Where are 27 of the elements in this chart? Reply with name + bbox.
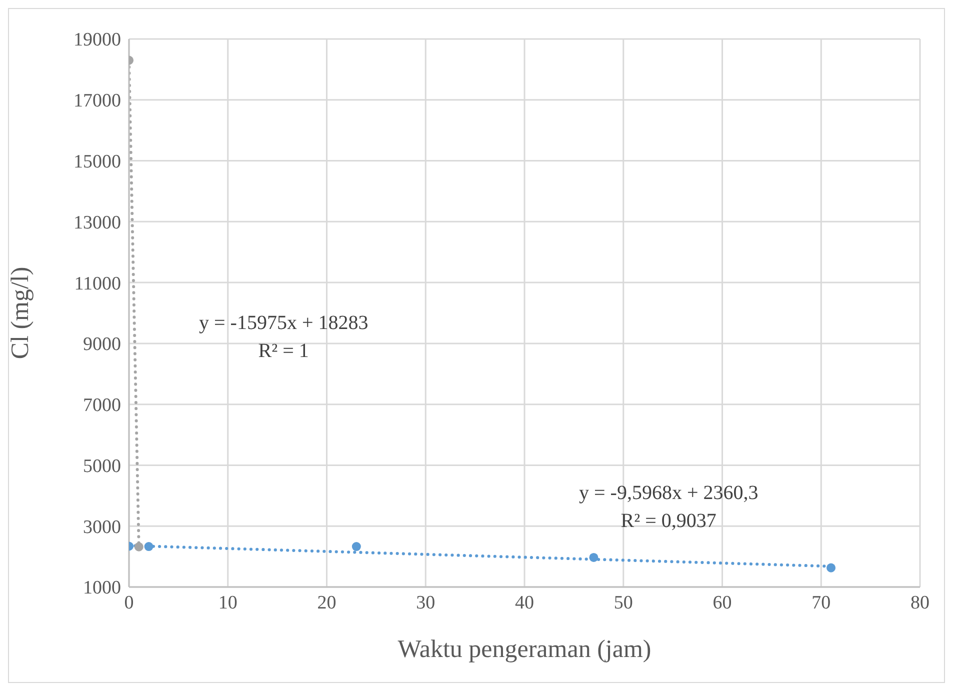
y-tick-label: 7000: [83, 395, 121, 416]
x-tick-label: 70: [812, 592, 831, 614]
x-axis-title: Waktu pengeraman (jam): [398, 636, 652, 663]
x-tick-label: 10: [218, 592, 238, 614]
point: [826, 563, 836, 572]
y-tick-label: 13000: [74, 212, 121, 234]
y-tick-label: 9000: [83, 334, 121, 356]
y-tick-label: 1000: [83, 578, 121, 599]
x-tick-label: 60: [712, 592, 732, 614]
x-tick-label: 0: [124, 592, 134, 614]
point: [144, 542, 154, 552]
x-tick-label: 30: [416, 592, 436, 614]
y-tick-label: 11000: [74, 273, 121, 294]
annotation: y = -9,5968x + 2360,3 R² = 0,9037: [579, 481, 758, 534]
y-tick-label: 19000: [74, 30, 121, 51]
y-axis-title: Cl (mg/l): [6, 266, 34, 360]
x-tick-label: 50: [614, 592, 633, 614]
y-tick-label: 5000: [83, 456, 121, 477]
annotation: y = -15975x + 18283 R² = 1: [199, 311, 368, 364]
y-tick-label: 17000: [74, 90, 121, 112]
x-tick-label: 40: [515, 592, 534, 614]
x-tick-label: 20: [317, 592, 336, 614]
point: [589, 552, 598, 562]
x-tick-label: 80: [910, 592, 930, 614]
point: [352, 542, 361, 552]
y-tick-label: 15000: [74, 152, 121, 173]
y-tick-label: 3000: [83, 516, 121, 538]
